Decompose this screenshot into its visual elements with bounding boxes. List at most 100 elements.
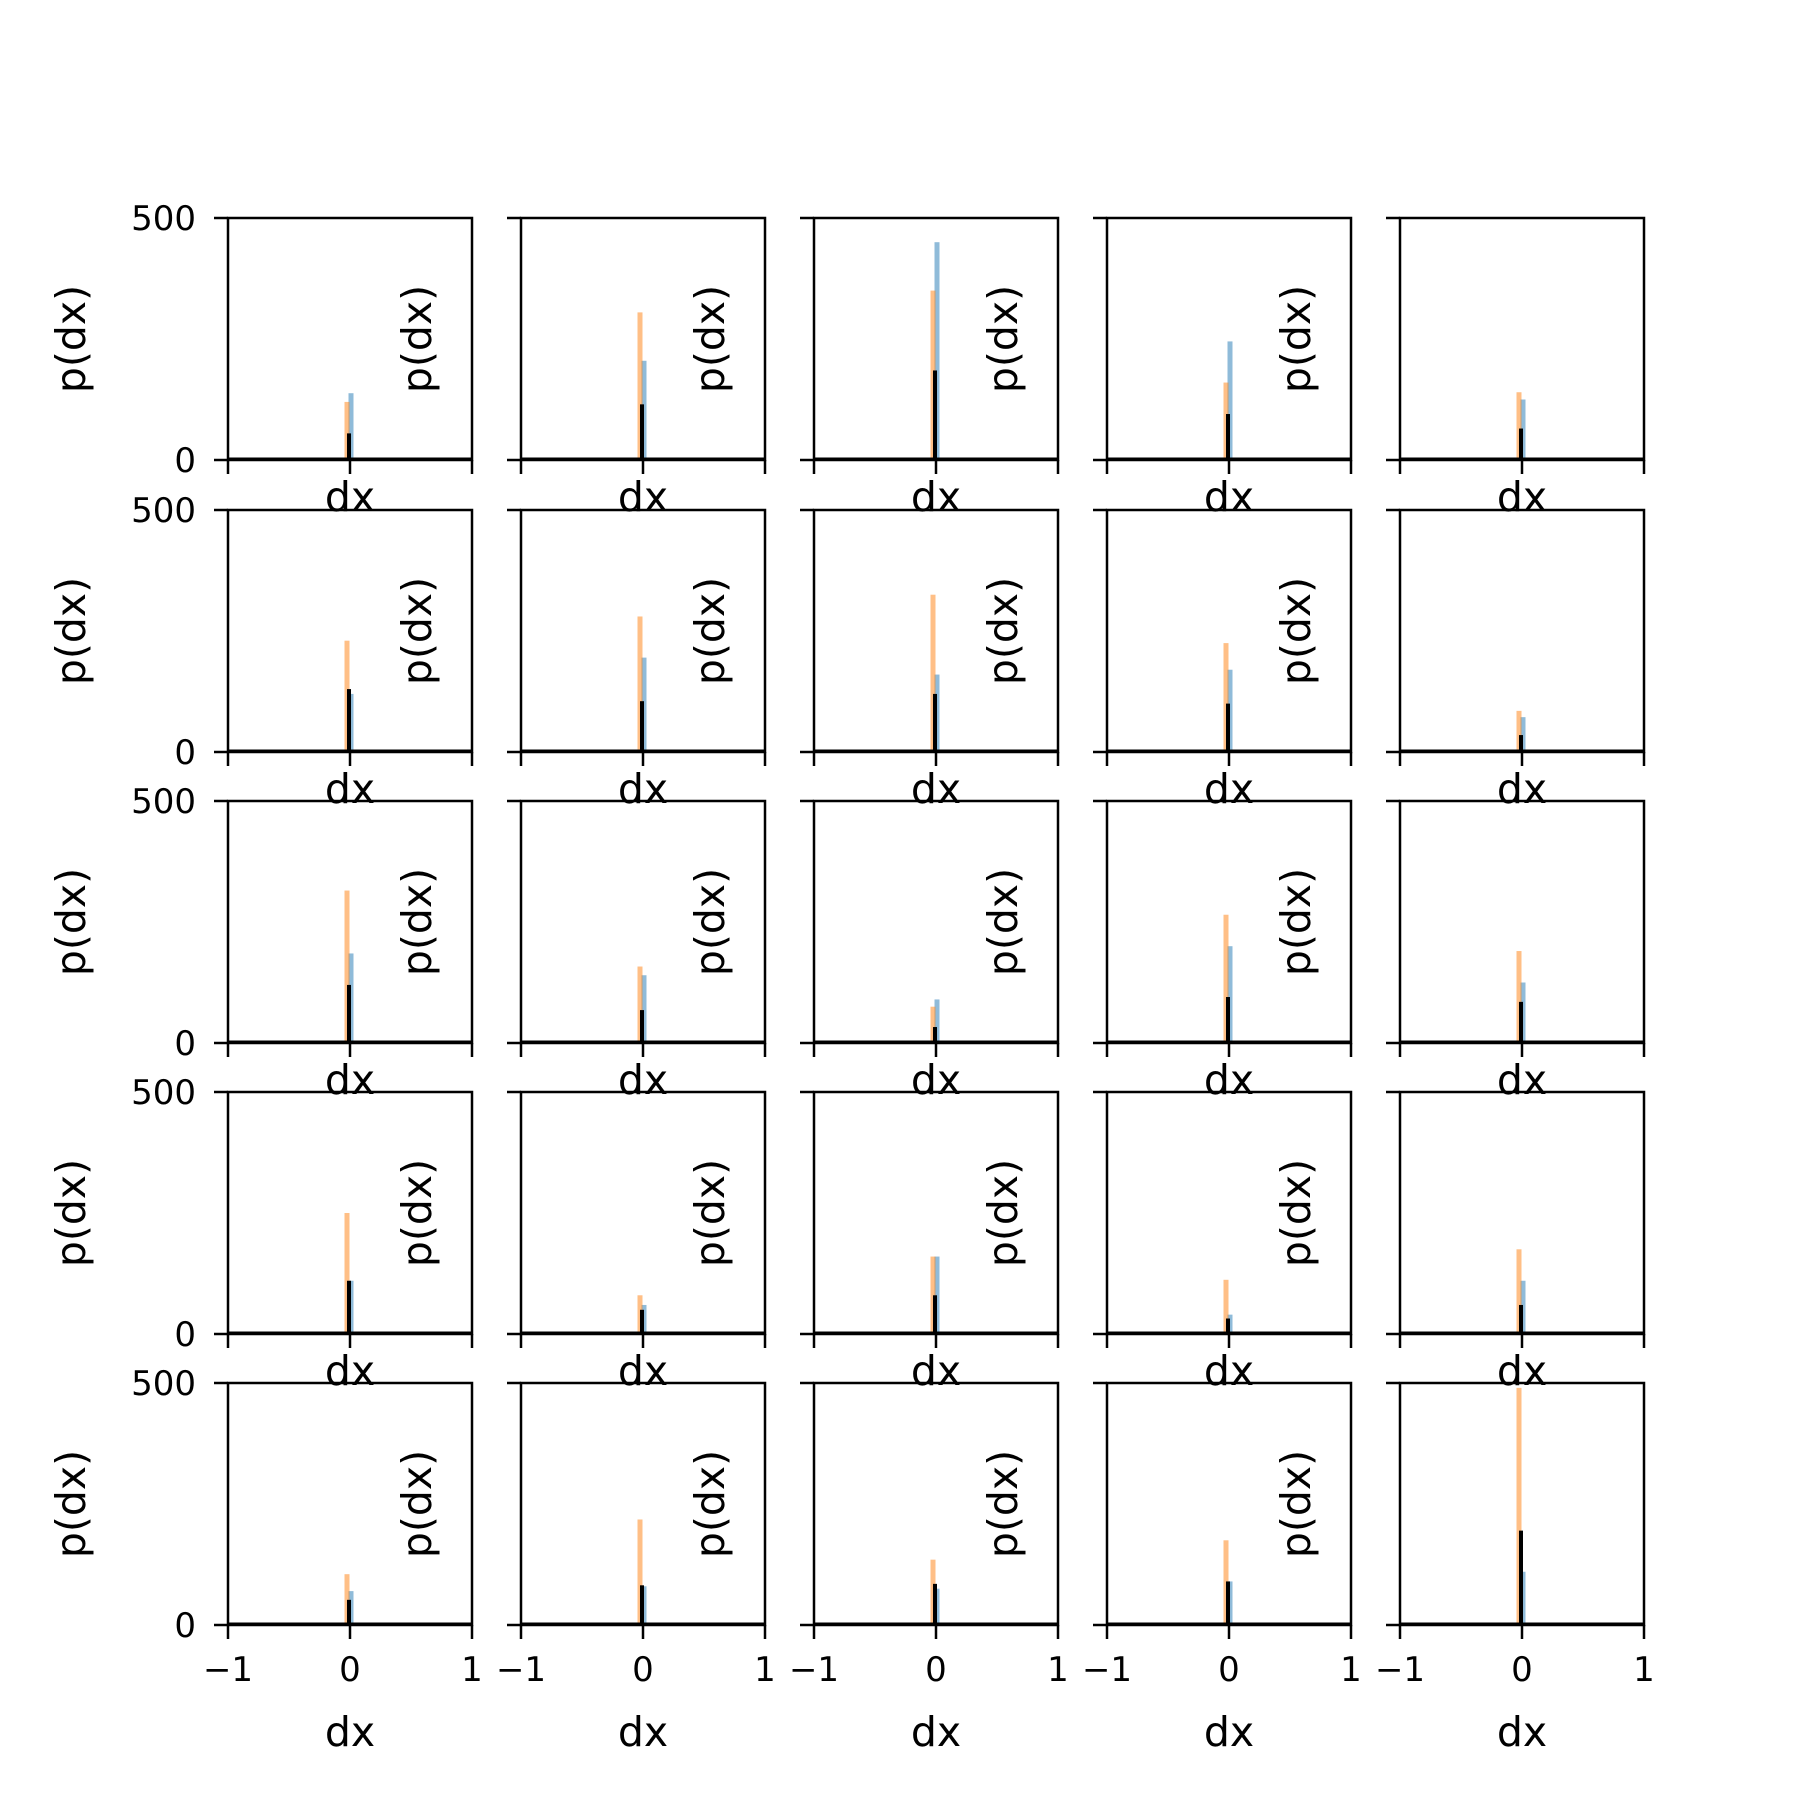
x-axis-label: dx: [618, 1347, 668, 1395]
y-axis-label: p(dx): [686, 577, 734, 685]
bar-orange: [1516, 392, 1522, 460]
axes-frame: [1398, 508, 1646, 754]
subplot-r2-c1: 0 500 dx p(dx): [47, 491, 474, 813]
x-tick-label: 0: [339, 1650, 361, 1690]
bar-orange: [1516, 710, 1522, 752]
subplot-r4-c5: dx p(dx): [1272, 1090, 1646, 1395]
bar-orange: [1223, 643, 1229, 752]
y-axis-label: p(dx): [979, 285, 1027, 393]
subplot-r5-c5: −1 0 1 dx p(dx): [1272, 1381, 1655, 1756]
y-tick-label: 0: [174, 733, 196, 773]
y-axis-label: p(dx): [1272, 285, 1320, 393]
x-axis-label: dx: [1497, 1347, 1547, 1395]
bar-blue: [1227, 946, 1233, 1043]
y-tick-label: 0: [174, 1315, 196, 1355]
y-axis-label: p(dx): [686, 1450, 734, 1558]
x-axis-label: dx: [1204, 1708, 1254, 1756]
x-axis-label: dx: [1497, 1708, 1547, 1756]
bar-black: [933, 1295, 937, 1334]
bar-black: [1226, 997, 1230, 1043]
subplot-r5-c4: −1 0 1 dx p(dx): [979, 1381, 1362, 1756]
y-axis-label: p(dx): [47, 285, 95, 393]
y-axis-label: p(dx): [979, 577, 1027, 685]
x-axis-label: dx: [1204, 1347, 1254, 1395]
x-axis-label: dx: [1204, 1056, 1254, 1104]
bar-orange: [930, 1006, 936, 1043]
x-tick-label: 0: [632, 1650, 654, 1690]
y-axis-label: p(dx): [393, 285, 441, 393]
bar-blue: [1520, 717, 1526, 752]
x-axis-label: dx: [911, 1056, 961, 1104]
x-axis-label: dx: [911, 1708, 961, 1756]
x-tick-label: −1: [1082, 1650, 1132, 1690]
x-axis-label: dx: [1204, 765, 1254, 813]
bar-black: [933, 1027, 937, 1043]
x-axis-label: dx: [325, 1347, 375, 1395]
bar-blue: [934, 242, 940, 460]
y-axis-label: p(dx): [1272, 577, 1320, 685]
y-axis-label: p(dx): [979, 1450, 1027, 1558]
bar-black: [347, 984, 351, 1043]
x-axis-label: dx: [911, 473, 961, 521]
bar-orange: [930, 594, 936, 752]
y-tick-label: 500: [131, 1364, 196, 1404]
x-tick-label: 1: [754, 1650, 776, 1690]
bar-blue: [1227, 341, 1233, 460]
bar-black: [1226, 1581, 1230, 1625]
bar-blue: [348, 393, 354, 460]
subplot-r3-c3: dx p(dx): [686, 799, 1060, 1104]
bar-black: [933, 693, 937, 752]
bar-blue: [934, 999, 940, 1043]
bar-black: [347, 433, 351, 460]
subplot-r1-c5: dx p(dx): [1272, 216, 1646, 521]
x-axis-label: dx: [325, 1056, 375, 1104]
bar-orange: [344, 1574, 350, 1625]
x-tick-label: −1: [203, 1650, 253, 1690]
subplot-r2-c4: dx p(dx): [979, 508, 1353, 813]
bar-black: [1519, 735, 1523, 752]
x-axis-label: dx: [325, 1708, 375, 1756]
y-axis-label: p(dx): [393, 577, 441, 685]
y-tick-label: 0: [174, 441, 196, 481]
y-axis-label: p(dx): [1272, 1159, 1320, 1267]
bar-black: [1226, 414, 1230, 460]
y-axis-label: p(dx): [393, 1159, 441, 1267]
bar-black: [1226, 703, 1230, 752]
subplot-r2-c5: dx p(dx): [1272, 508, 1646, 813]
x-axis-label: dx: [618, 1056, 668, 1104]
x-axis-label: dx: [1204, 473, 1254, 521]
y-axis-label: p(dx): [47, 868, 95, 976]
subplot-r3-c1: 0 500 dx p(dx): [47, 782, 474, 1104]
bar-orange: [637, 312, 643, 460]
x-axis-label: dx: [911, 1347, 961, 1395]
x-tick-label: −1: [496, 1650, 546, 1690]
bar-orange: [637, 616, 643, 752]
x-tick-label: 0: [1218, 1650, 1240, 1690]
bar-blue: [641, 975, 647, 1043]
bar-orange: [1516, 1249, 1522, 1334]
subplot-r5-c3: −1 0 1 dx p(dx): [686, 1381, 1069, 1756]
x-axis-label: dx: [1497, 765, 1547, 813]
y-axis-label: p(dx): [1272, 1450, 1320, 1558]
bar-orange: [1223, 914, 1229, 1043]
bar-orange: [1516, 1387, 1522, 1625]
x-tick-label: 1: [1340, 1650, 1362, 1690]
y-axis-label: p(dx): [686, 285, 734, 393]
subplot-r1-c3: dx p(dx): [686, 216, 1060, 521]
subplot-r2-c2: dx p(dx): [393, 508, 767, 813]
bar-black: [347, 1280, 351, 1334]
x-axis-label: dx: [1497, 1056, 1547, 1104]
y-tick-label: 500: [131, 1073, 196, 1113]
bar-black: [347, 1599, 351, 1625]
bar-black: [933, 370, 937, 460]
bar-orange: [637, 966, 643, 1043]
bar-black: [347, 689, 351, 752]
y-axis-label: p(dx): [393, 1450, 441, 1558]
x-axis-label: dx: [911, 765, 961, 813]
y-axis-label: p(dx): [47, 577, 95, 685]
bar-black: [640, 404, 644, 460]
subplot-r4-c3: dx p(dx): [686, 1090, 1060, 1395]
bar-orange: [1223, 1279, 1229, 1334]
x-axis-label: dx: [325, 765, 375, 813]
